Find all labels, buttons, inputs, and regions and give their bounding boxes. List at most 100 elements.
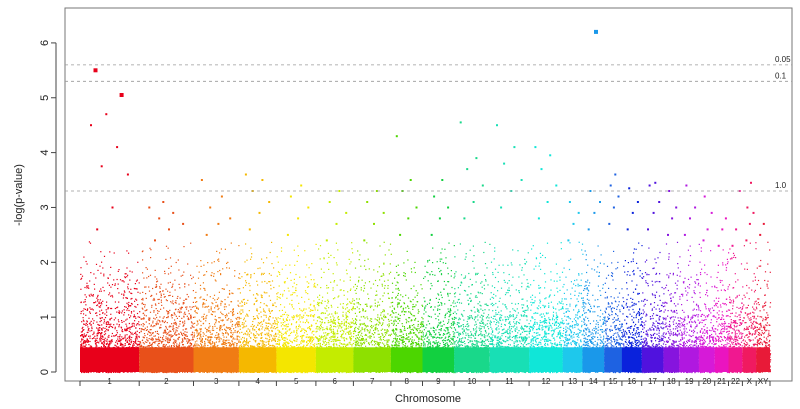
bg-point (250, 275, 252, 277)
bg-point (157, 344, 159, 346)
bg-point (100, 251, 102, 253)
bg-point (174, 289, 176, 291)
bg-point (170, 315, 172, 317)
bg-point (137, 304, 139, 306)
bg-point (90, 308, 92, 310)
bg-point (141, 371, 143, 373)
bg-point (140, 344, 142, 346)
bg-point (222, 268, 224, 270)
bg-point (151, 345, 153, 347)
bg-point (99, 340, 101, 342)
bg-point (167, 247, 169, 249)
bg-point (239, 328, 241, 330)
bg-point (184, 338, 186, 340)
bg-point (210, 274, 212, 276)
bg-point (126, 318, 128, 320)
bg-point (151, 304, 153, 306)
bg-point (226, 332, 228, 334)
bg-point (159, 291, 161, 293)
bg-point (126, 297, 128, 299)
bg-point (215, 334, 217, 336)
bg-point (90, 371, 92, 373)
bg-point (244, 344, 246, 346)
bg-point (111, 307, 113, 310)
bg-point (255, 297, 257, 299)
bg-point (138, 321, 140, 323)
bg-point (268, 319, 270, 321)
bg-point (86, 285, 88, 287)
bg-point (231, 341, 233, 343)
bg-point (98, 371, 100, 373)
bg-point (101, 328, 103, 330)
bg-point (202, 318, 205, 320)
bg-point (246, 313, 248, 315)
bg-point (208, 371, 211, 373)
bg-point (175, 308, 177, 310)
bg-point (108, 344, 110, 347)
bg-point (275, 323, 277, 325)
bg-point (257, 294, 259, 296)
bg-point (125, 340, 127, 342)
bg-point (111, 317, 113, 319)
bg-point (216, 250, 218, 252)
bg-point (261, 258, 263, 260)
bg-point (202, 346, 204, 348)
bg-point (90, 324, 92, 326)
bg-point (168, 331, 170, 333)
bg-point (101, 338, 103, 340)
bg-point (100, 301, 102, 304)
bg-point (242, 342, 244, 344)
bg-point (102, 267, 104, 269)
bg-point (264, 327, 266, 329)
bg-point (102, 338, 104, 340)
bg-point (107, 344, 109, 346)
bg-point (276, 293, 278, 295)
bg-point (175, 322, 177, 325)
bg-point (143, 343, 145, 345)
bg-point (193, 345, 195, 347)
bg-point (116, 343, 119, 345)
bg-point (230, 301, 233, 303)
bg-point (222, 339, 224, 341)
bg-point (103, 318, 105, 321)
bg-point (259, 306, 261, 308)
bg-point (262, 340, 264, 342)
bg-point (135, 331, 137, 333)
bg-point (193, 334, 196, 336)
bg-point (164, 345, 167, 347)
bg-point (229, 327, 231, 329)
bg-point (121, 312, 123, 314)
bg-point (197, 323, 199, 325)
bg-point (167, 313, 169, 315)
bg-point (245, 282, 247, 284)
bg-point (149, 247, 151, 249)
bg-point (149, 335, 151, 337)
bg-point (129, 346, 131, 348)
bg-point (129, 331, 132, 333)
bg-point (219, 330, 221, 332)
bg-point (227, 333, 229, 335)
bg-point (145, 309, 147, 311)
top-point (93, 68, 98, 73)
bg-point (121, 320, 123, 322)
bg-point (215, 341, 217, 343)
bg-point (111, 284, 114, 286)
bg-point (196, 345, 198, 347)
bg-point (88, 317, 90, 319)
bg-point (93, 283, 95, 285)
bg-point (207, 329, 209, 331)
bg-point (207, 339, 209, 341)
bg-point (173, 323, 175, 325)
bg-point (153, 317, 155, 319)
bg-point (129, 279, 131, 281)
bg-point (214, 318, 216, 320)
bg-point (260, 337, 262, 339)
bg-point (246, 274, 248, 276)
bg-point (98, 301, 100, 303)
bg-point (188, 318, 190, 320)
bg-point (172, 303, 174, 305)
bg-point (178, 333, 180, 335)
bg-point (252, 294, 255, 296)
bg-point (237, 335, 239, 337)
